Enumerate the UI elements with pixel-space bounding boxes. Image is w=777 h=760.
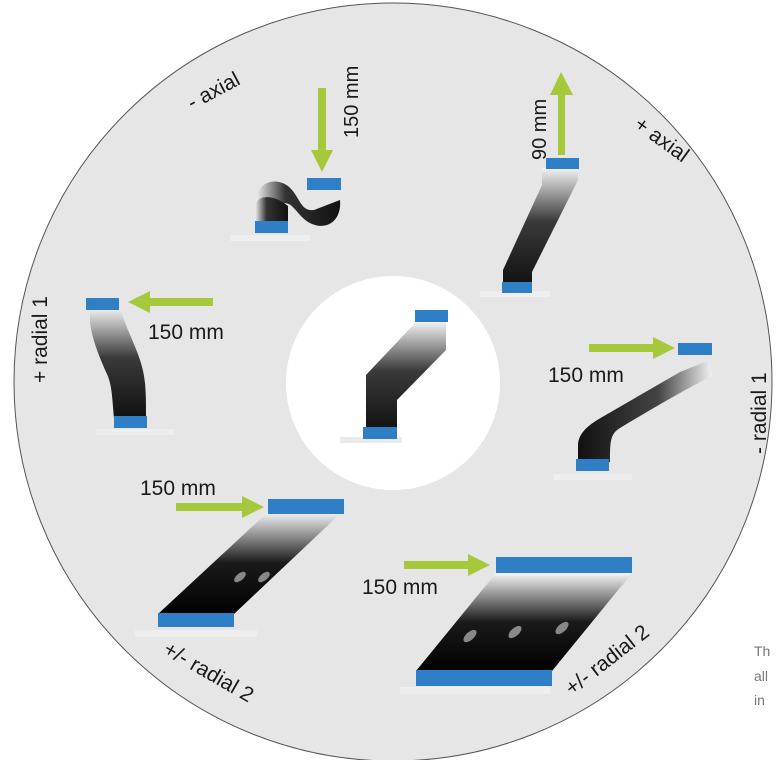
connector bbox=[86, 298, 119, 310]
down-arrow bbox=[311, 88, 333, 172]
connector bbox=[158, 613, 234, 627]
minus-radial-1-label: - radial 1 bbox=[748, 372, 771, 454]
connector bbox=[268, 499, 344, 514]
pm-radial-2-left-dimension: 150 mm bbox=[140, 477, 216, 500]
connector bbox=[363, 427, 397, 439]
connector bbox=[255, 221, 288, 233]
right-arrow bbox=[404, 554, 490, 576]
right-arrow bbox=[589, 337, 675, 359]
side-caption-line-3: in bbox=[754, 692, 765, 708]
connector bbox=[576, 459, 609, 471]
connector bbox=[496, 557, 632, 573]
pm-radial-2-right-dimension: 150 mm bbox=[362, 576, 438, 599]
plus-axial-dimension: 90 mm bbox=[529, 99, 551, 160]
connector bbox=[415, 310, 448, 322]
connector bbox=[546, 158, 579, 169]
connector bbox=[678, 343, 712, 355]
connector bbox=[502, 282, 532, 293]
connector bbox=[114, 416, 147, 428]
minus-axial-cable bbox=[230, 88, 341, 241]
connector bbox=[416, 670, 552, 686]
minus-radial-1-cable bbox=[554, 337, 712, 480]
side-caption-line-1: Th bbox=[754, 643, 771, 659]
left-arrow bbox=[128, 291, 213, 313]
pm-radial-2-right-cable bbox=[400, 554, 632, 694]
pm-radial-2-left-cable bbox=[135, 496, 344, 637]
plus-radial-1-cable bbox=[86, 291, 213, 435]
plus-axial-cable bbox=[480, 72, 579, 297]
center-cable bbox=[340, 310, 448, 443]
plus-radial-1-dimension: 150 mm bbox=[148, 321, 224, 344]
right-arrow bbox=[176, 496, 264, 518]
plus-radial-1-label: + radial 1 bbox=[29, 296, 52, 383]
connector bbox=[307, 178, 341, 190]
side-caption-line-2: all bbox=[754, 668, 769, 684]
minus-radial-1-dimension: 150 mm bbox=[548, 364, 624, 387]
minus-axial-dimension: 150 mm bbox=[341, 66, 363, 138]
up-arrow bbox=[550, 72, 573, 155]
